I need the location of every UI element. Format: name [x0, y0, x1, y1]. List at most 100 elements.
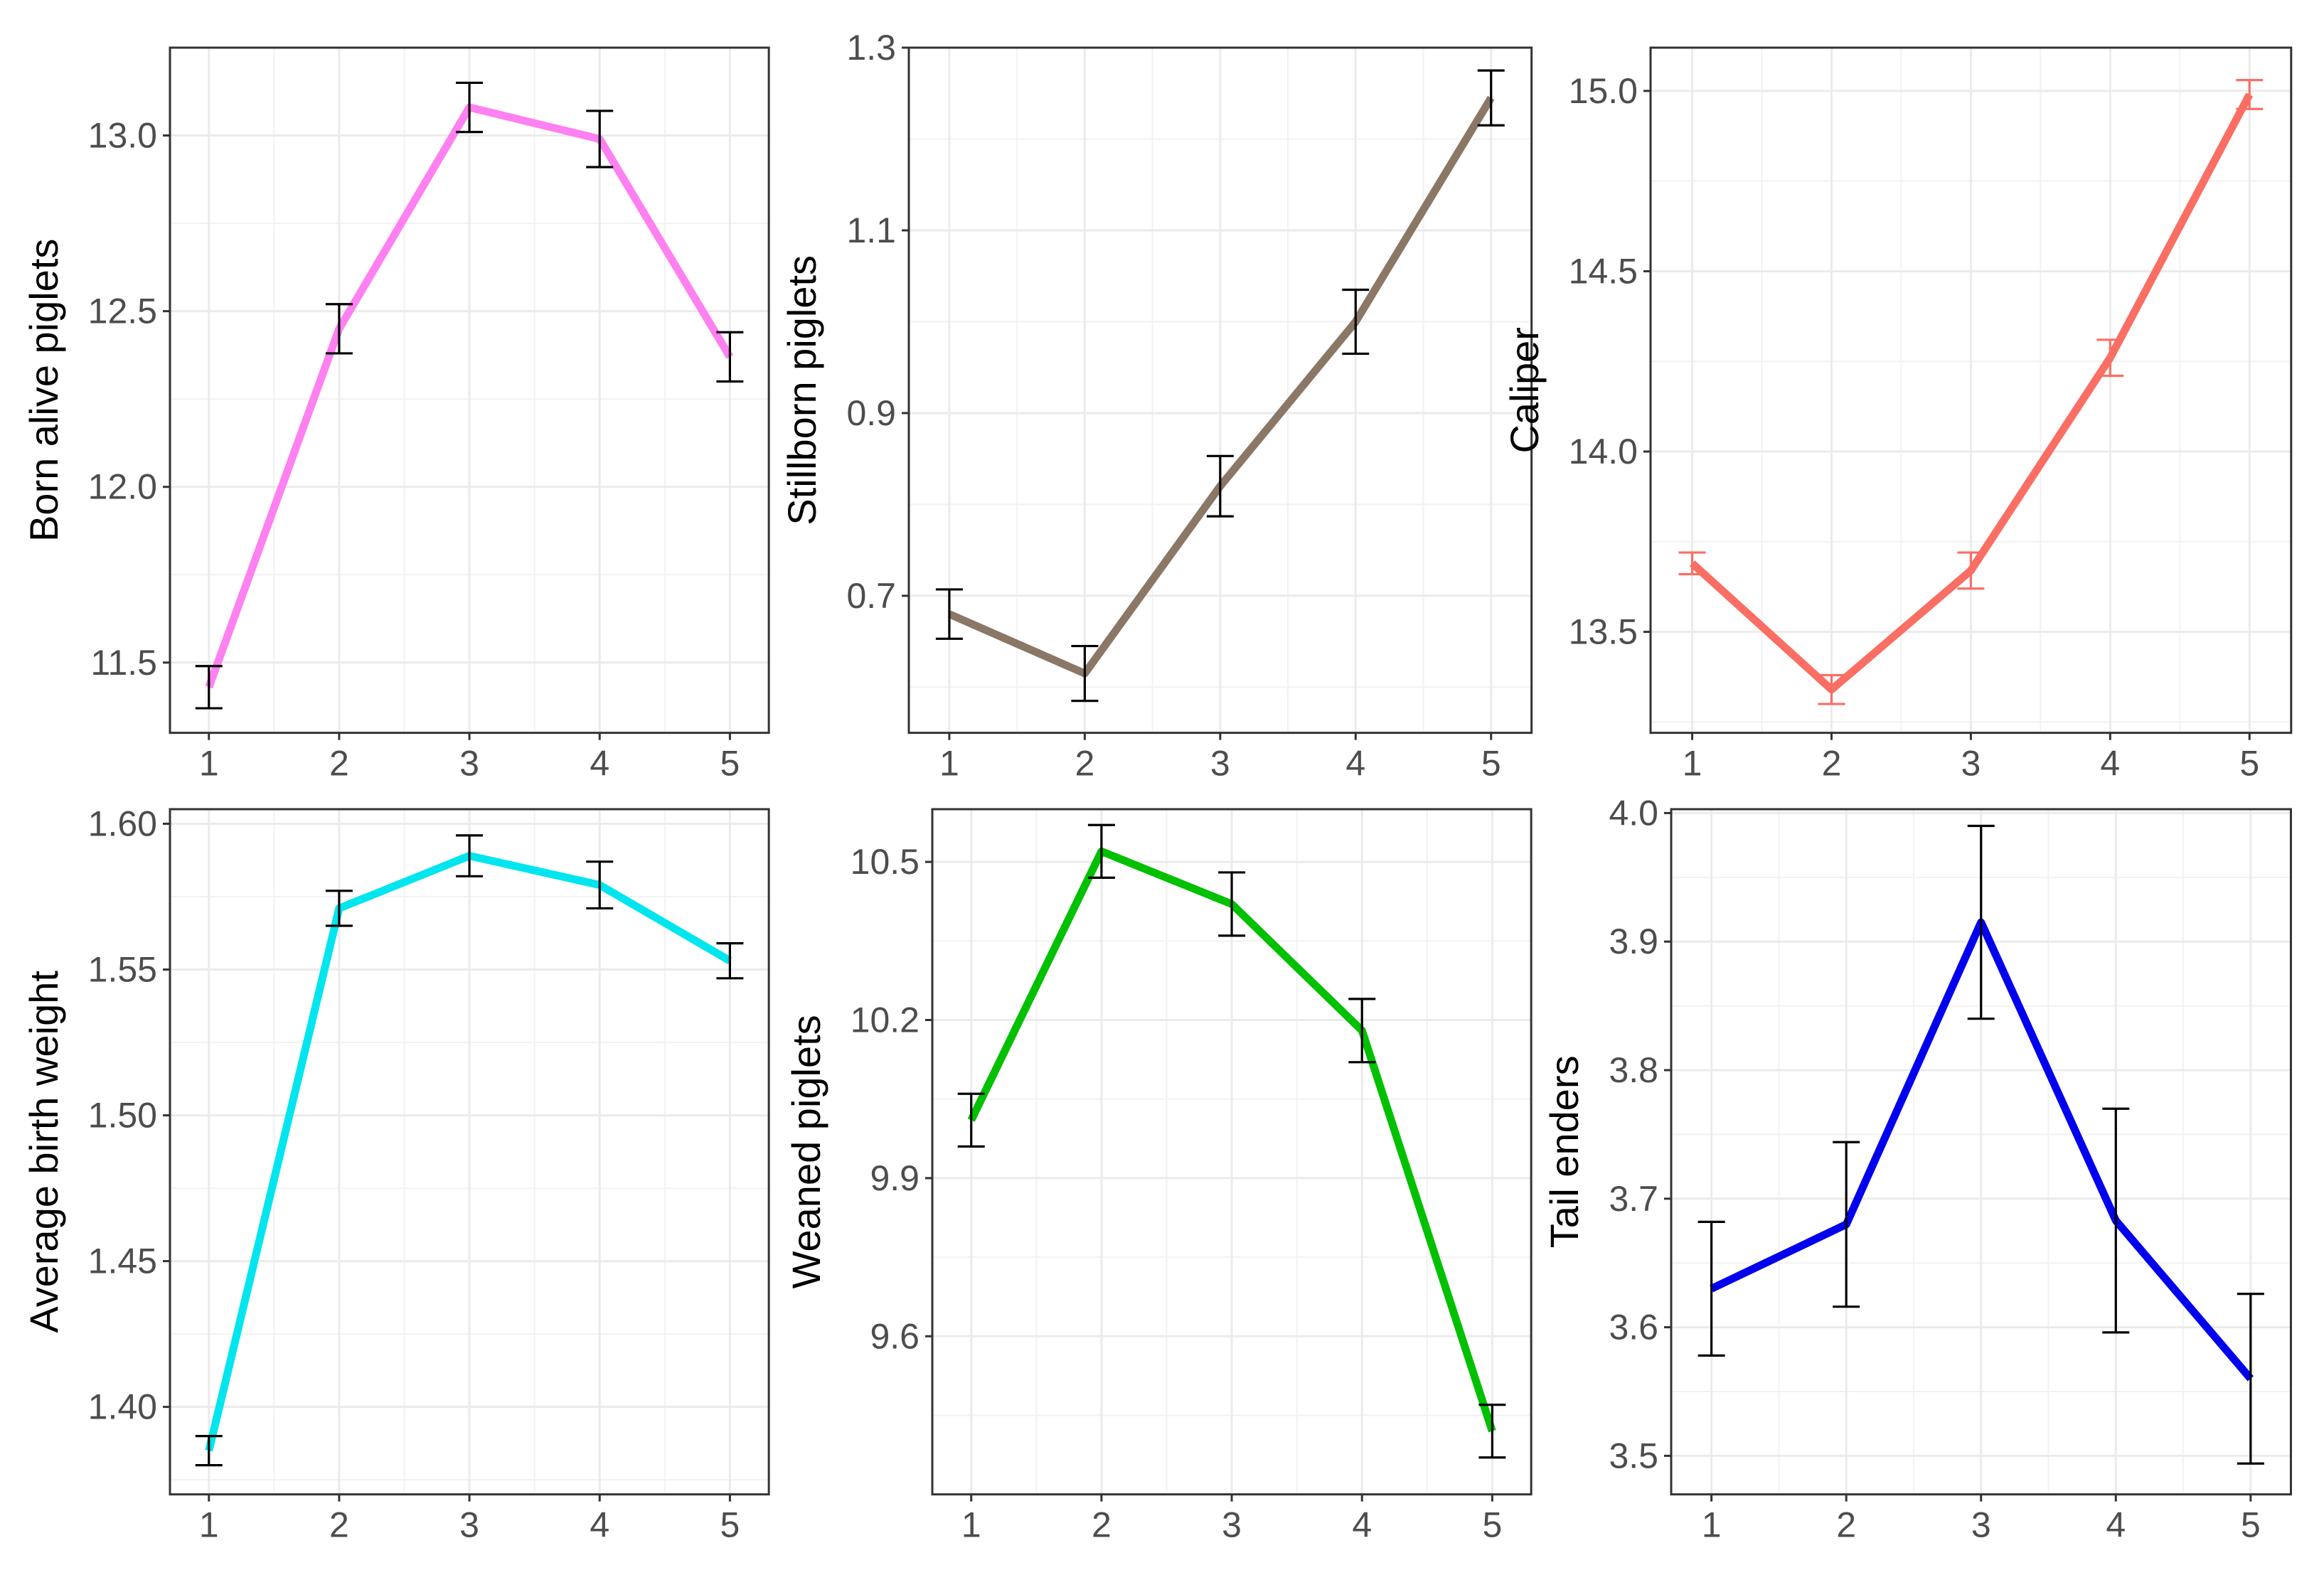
x-tick-label: 2 — [1075, 744, 1094, 784]
x-tick-label: 4 — [1345, 744, 1365, 784]
error-bar — [1833, 1141, 1860, 1308]
y-tick-label: 15.0 — [1569, 71, 1638, 111]
y-tick-label: 9.9 — [870, 1158, 920, 1197]
x-tick-label: 1 — [199, 744, 219, 784]
x-tick-label: 1 — [961, 1505, 981, 1544]
error-bar — [716, 331, 744, 383]
y-tick-label: 3.5 — [1609, 1436, 1659, 1475]
error-bar — [716, 941, 744, 979]
panel-born-alive-piglets: 1 2 3 4 5 11.5 12.0 12.5 13.0 Born alive piglets — [0, 19, 797, 804]
x-tick-label: 5 — [2239, 744, 2259, 784]
y-tick-label: 3.9 — [1609, 922, 1659, 961]
y-axis-title: Tail enders — [1542, 1055, 1587, 1248]
error-bar — [325, 303, 353, 355]
error-bar — [1968, 824, 1995, 1020]
x-tick-label: 1 — [199, 1505, 219, 1544]
y-tick-label: 14.5 — [1569, 251, 1638, 291]
error-bar — [586, 110, 614, 169]
y-tick-label: 13.0 — [88, 116, 157, 156]
error-bar — [1088, 823, 1116, 879]
x-tick-label: 5 — [720, 1505, 740, 1544]
x-tick-label: 3 — [1961, 744, 1981, 784]
error-bar — [1957, 551, 1985, 590]
error-bar — [1478, 1403, 1506, 1458]
x-tick-label: 5 — [1481, 744, 1501, 784]
error-bar — [325, 889, 353, 927]
y-tick-label: 9.6 — [870, 1316, 920, 1356]
error-bar — [1678, 551, 1706, 576]
x-tick-label: 3 — [459, 744, 479, 784]
y-tick-label: 1.1 — [846, 210, 896, 250]
x-tick-label: 4 — [1353, 1505, 1372, 1544]
y-tick-label: 1.55 — [88, 949, 157, 989]
y-tick-label: 4.0 — [1609, 793, 1659, 833]
y-axis-title: Weaned piglets — [784, 1015, 828, 1288]
error-bar — [1818, 673, 1845, 705]
y-tick-label: 1.45 — [88, 1241, 157, 1281]
panel-weaned-piglets: 1 2 3 4 5 9.6 9.9 10.2 10.5 Weaned piglets — [762, 781, 1560, 1566]
x-tick-label: 1 — [939, 744, 959, 784]
y-axis-title: Born alive piglets — [21, 239, 66, 542]
panel-caliper: 1 2 3 4 5 13.5 14.0 14.5 15.0 Caliper — [1480, 19, 2320, 804]
y-tick-label: 12.5 — [88, 292, 157, 331]
x-tick-label: 2 — [1092, 1505, 1112, 1544]
y-axis-title: Average birth weight — [21, 970, 66, 1333]
panel-average-birth-weight: 1 2 3 4 5 1.40 1.45 1.50 1.55 1.60 Average birth w… — [0, 781, 797, 1566]
y-tick-label: 1.50 — [88, 1095, 157, 1135]
chart-svg: 1 2 3 4 5 13.5 14.0 14.5 15.0 Caliper — [1502, 46, 2293, 784]
y-tick-label: 0.9 — [846, 393, 896, 433]
error-bar — [1342, 288, 1370, 356]
y-tick-label: 0.7 — [846, 576, 896, 616]
y-axis-title: Stillborn piglets — [779, 255, 824, 525]
error-bar — [2237, 1292, 2265, 1465]
y-tick-label: 11.5 — [90, 643, 157, 683]
y-tick-label: 3.7 — [1609, 1178, 1659, 1218]
x-tick-label: 1 — [1683, 744, 1702, 784]
error-bar — [195, 665, 223, 710]
x-tick-label: 5 — [720, 744, 740, 784]
y-tick-label: 14.0 — [1569, 432, 1638, 471]
x-tick-label: 5 — [1483, 1505, 1503, 1544]
chart-svg: 1 2 3 4 5 3.5 3.6 3.7 3.8 3.9 4.0 Tail enders — [1542, 793, 2293, 1544]
x-tick-label: 2 — [1822, 744, 1842, 784]
error-bar — [2236, 79, 2264, 110]
y-tick-label: 1.60 — [88, 803, 157, 843]
error-bar — [1071, 645, 1099, 703]
x-tick-label: 2 — [1837, 1505, 1857, 1544]
chart-svg: 1 2 3 4 5 0.7 0.9 1.1 1.3 Stillborn piglets — [779, 28, 1533, 784]
x-tick-label: 3 — [1971, 1505, 1991, 1544]
y-tick-label: 3.8 — [1609, 1050, 1659, 1090]
error-bar — [586, 860, 614, 909]
x-tick-label: 4 — [2106, 1505, 2126, 1544]
chart-svg: 1 2 3 4 5 1.40 1.45 1.50 1.55 1.60 Average birth w… — [21, 803, 770, 1544]
error-bar — [455, 81, 483, 134]
x-tick-label: 3 — [1210, 744, 1230, 784]
error-bar — [1206, 454, 1234, 518]
chart-svg: 1 2 3 4 5 11.5 12.0 12.5 13.0 Born alive piglets — [21, 46, 770, 784]
y-tick-label: 10.5 — [851, 842, 920, 882]
panel-stillborn-piglets: 1 2 3 4 5 0.7 0.9 1.1 1.3 Stillborn piglets — [738, 19, 1560, 804]
error-bar — [195, 1434, 223, 1466]
error-bar — [1698, 1220, 1726, 1357]
x-tick-label: 4 — [2101, 744, 2121, 784]
error-bar — [2096, 338, 2124, 378]
x-tick-label: 1 — [1702, 1505, 1722, 1544]
error-bar — [1348, 997, 1376, 1063]
y-tick-label: 13.5 — [1569, 612, 1638, 652]
panel-tail-enders: 1 2 3 4 5 3.5 3.6 3.7 3.8 3.9 4.0 Tail enders — [1501, 781, 2319, 1566]
y-tick-label: 1.40 — [88, 1387, 157, 1426]
error-bar — [958, 1092, 986, 1148]
x-tick-label: 2 — [329, 1505, 349, 1544]
x-tick-label: 5 — [2241, 1505, 2261, 1544]
error-bar — [1477, 69, 1505, 127]
x-tick-label: 4 — [590, 744, 609, 784]
y-tick-label: 3.6 — [1609, 1307, 1659, 1347]
error-bar — [935, 588, 963, 640]
y-tick-label: 10.2 — [851, 1000, 920, 1040]
y-tick-label: 1.3 — [846, 28, 896, 68]
x-tick-label: 2 — [329, 744, 349, 784]
y-axis-title: Caliper — [1502, 327, 1547, 453]
chart-svg: 1 2 3 4 5 9.6 9.9 10.2 10.5 Weaned piglets — [784, 808, 1533, 1544]
x-tick-label: 3 — [459, 1505, 479, 1544]
